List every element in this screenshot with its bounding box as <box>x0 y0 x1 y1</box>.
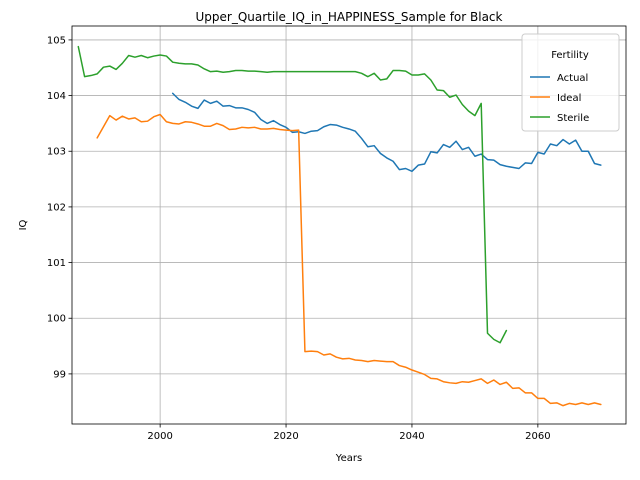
plot-frame <box>71 25 627 425</box>
x-tick-label: 2060 <box>525 431 550 442</box>
x-tick-label: 2040 <box>399 431 424 442</box>
legend-label-sterile: Sterile <box>557 113 589 124</box>
y-axis-label: IQ <box>18 219 29 230</box>
legend: Fertility Actual Ideal Sterile <box>521 33 620 132</box>
x-tick-label: 2020 <box>273 431 298 442</box>
y-tick-label: 99 <box>53 369 66 380</box>
y-tick-label: 104 <box>47 91 66 102</box>
series-line-actual <box>171 92 602 173</box>
y-tick-label: 105 <box>47 35 66 46</box>
x-tick-label: 2000 <box>147 431 172 442</box>
y-tick-label: 102 <box>47 202 66 213</box>
legend-label-ideal: Ideal <box>557 93 581 104</box>
series-line-sterile <box>77 45 508 344</box>
chart-title: Upper_Quartile_IQ_in_HAPPINESS_Sample fo… <box>196 10 503 24</box>
series-line-ideal <box>96 113 602 407</box>
legend-box <box>521 33 620 132</box>
series-layer <box>77 45 602 407</box>
y-tick-label: 100 <box>47 314 66 325</box>
legend-label-actual: Actual <box>557 73 588 84</box>
legend-title: Fertility <box>551 50 589 61</box>
y-tick-label: 103 <box>47 147 66 158</box>
y-axis: 99 100 101 102 103 104 105 <box>47 35 72 380</box>
y-tick-label: 101 <box>47 258 66 269</box>
x-axis: 2000 2020 2040 2060 <box>147 424 551 442</box>
x-axis-label: Years <box>335 453 362 464</box>
